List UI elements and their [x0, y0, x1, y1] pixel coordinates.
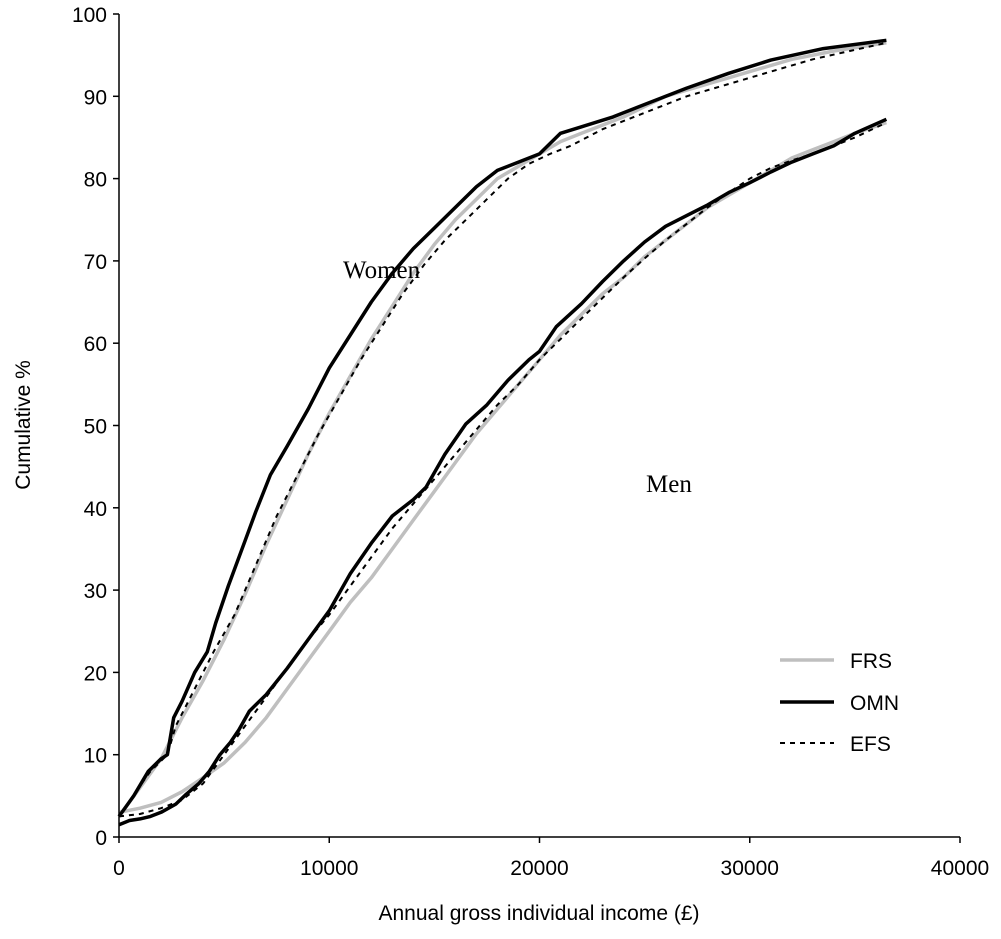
y-tick-label: 20 — [84, 662, 107, 685]
legend-label-omn: OMN — [850, 692, 899, 715]
x-tick-label: 0 — [113, 857, 125, 880]
x-axis-title: Annual gross individual income (£) — [379, 902, 700, 925]
x-tick-label: 20000 — [510, 857, 568, 880]
legend-item-frs: FRS — [780, 650, 892, 673]
series-layer — [119, 40, 886, 824]
legend-label-efs: EFS — [850, 733, 891, 756]
legend: FRS OMN EFS — [780, 650, 899, 756]
series-line-efs-men — [119, 123, 886, 817]
series-line-efs-women — [119, 43, 886, 817]
series-line-frs-men — [119, 123, 886, 813]
x-tick-label: 40000 — [931, 857, 989, 880]
series-line-omn-men — [119, 119, 886, 824]
y-tick-label: 40 — [84, 498, 107, 521]
x-tick-label: 10000 — [300, 857, 358, 880]
legend-label-frs: FRS — [850, 650, 892, 673]
y-tick-label: 0 — [95, 827, 107, 850]
axes — [119, 14, 960, 837]
y-tick-label: 100 — [72, 4, 107, 27]
annotation-women: Women — [343, 257, 421, 284]
y-tick-label: 10 — [84, 745, 107, 768]
series-line-frs-women — [119, 43, 886, 817]
legend-item-omn: OMN — [780, 692, 899, 715]
y-tick-label: 60 — [84, 333, 107, 356]
y-tick-label: 90 — [84, 86, 107, 109]
y-axis-title: Cumulative % — [12, 360, 35, 490]
series-line-omn-women — [119, 40, 886, 816]
y-tick-label: 50 — [84, 416, 107, 439]
annotation-men: Men — [646, 471, 692, 498]
x-tick-label: 30000 — [721, 857, 779, 880]
y-tick-label: 80 — [84, 169, 107, 192]
y-tick-label: 30 — [84, 580, 107, 603]
legend-item-efs: EFS — [780, 733, 891, 756]
y-tick-label: 70 — [84, 251, 107, 274]
